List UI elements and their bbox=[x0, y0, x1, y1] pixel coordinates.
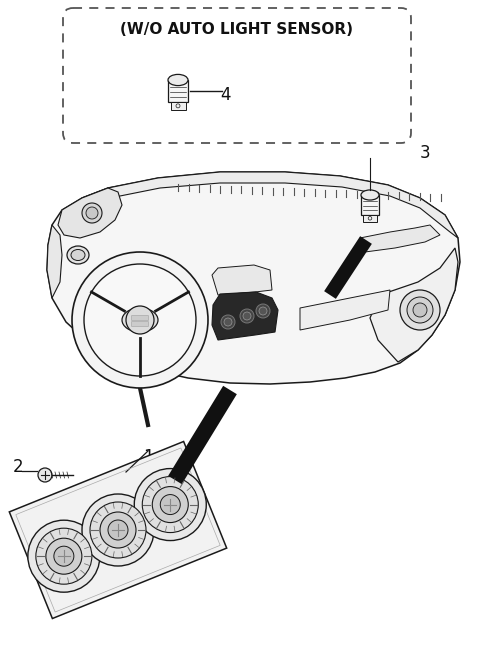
FancyBboxPatch shape bbox=[63, 8, 411, 143]
Polygon shape bbox=[168, 386, 237, 484]
Ellipse shape bbox=[122, 308, 158, 332]
Circle shape bbox=[413, 303, 427, 317]
Circle shape bbox=[240, 309, 254, 323]
Polygon shape bbox=[47, 172, 460, 384]
Polygon shape bbox=[47, 225, 62, 298]
Circle shape bbox=[108, 520, 128, 540]
Circle shape bbox=[221, 315, 235, 329]
Polygon shape bbox=[212, 292, 278, 340]
Circle shape bbox=[86, 207, 98, 219]
FancyBboxPatch shape bbox=[363, 215, 377, 222]
Circle shape bbox=[82, 203, 102, 223]
Polygon shape bbox=[212, 265, 272, 295]
Circle shape bbox=[100, 512, 136, 548]
FancyBboxPatch shape bbox=[132, 322, 148, 326]
FancyBboxPatch shape bbox=[361, 195, 379, 215]
FancyBboxPatch shape bbox=[132, 316, 148, 320]
Circle shape bbox=[400, 290, 440, 330]
FancyBboxPatch shape bbox=[168, 80, 188, 102]
Circle shape bbox=[84, 264, 196, 376]
Ellipse shape bbox=[168, 75, 188, 86]
Ellipse shape bbox=[67, 246, 89, 264]
Polygon shape bbox=[370, 248, 458, 362]
Circle shape bbox=[36, 528, 92, 584]
Circle shape bbox=[38, 468, 52, 482]
Circle shape bbox=[142, 477, 198, 533]
Ellipse shape bbox=[361, 190, 379, 200]
Text: (W/O AUTO LIGHT SENSOR): (W/O AUTO LIGHT SENSOR) bbox=[120, 22, 353, 37]
Polygon shape bbox=[82, 172, 458, 238]
Circle shape bbox=[224, 318, 232, 326]
Circle shape bbox=[90, 502, 146, 558]
Polygon shape bbox=[9, 441, 227, 618]
Circle shape bbox=[256, 304, 270, 318]
Text: 2: 2 bbox=[12, 458, 24, 476]
Circle shape bbox=[134, 468, 206, 540]
Circle shape bbox=[160, 495, 180, 515]
Circle shape bbox=[126, 306, 154, 334]
Circle shape bbox=[82, 494, 154, 566]
Circle shape bbox=[243, 312, 251, 320]
Circle shape bbox=[407, 297, 433, 323]
Circle shape bbox=[152, 487, 188, 523]
Text: 4: 4 bbox=[220, 86, 230, 104]
Circle shape bbox=[28, 520, 100, 592]
Circle shape bbox=[54, 546, 74, 566]
Text: 1: 1 bbox=[143, 448, 153, 466]
Polygon shape bbox=[360, 225, 440, 252]
Ellipse shape bbox=[71, 250, 85, 261]
Polygon shape bbox=[300, 290, 390, 330]
Circle shape bbox=[259, 307, 267, 315]
FancyBboxPatch shape bbox=[170, 102, 185, 109]
Circle shape bbox=[72, 252, 208, 388]
Circle shape bbox=[46, 538, 82, 574]
Text: 3: 3 bbox=[420, 144, 431, 162]
Polygon shape bbox=[58, 188, 122, 238]
Polygon shape bbox=[324, 236, 372, 299]
